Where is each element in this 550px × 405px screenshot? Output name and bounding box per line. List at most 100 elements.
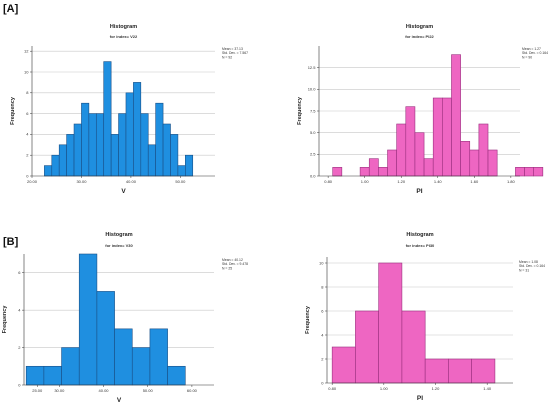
histogram-bar	[442, 97, 452, 177]
stats-line: Std. Dev. = 9.478	[222, 262, 248, 266]
y-tick-label: 5.0	[310, 130, 316, 135]
x-tick-label: 30.00	[76, 179, 87, 184]
histogram-bar	[478, 123, 489, 177]
histogram-bar	[110, 134, 119, 177]
y-tick-label: 4	[321, 332, 324, 337]
histogram-bar	[147, 144, 156, 177]
histogram-bar	[118, 113, 127, 177]
histogram-bar	[378, 167, 388, 177]
histogram-bar	[515, 167, 525, 177]
histogram-bar	[401, 310, 426, 384]
x-tick-label: 50.00	[143, 388, 154, 393]
histogram-bar	[61, 347, 80, 386]
histogram-bar	[185, 154, 194, 177]
histogram-bar	[405, 106, 416, 177]
y-axis-label: Frequency	[305, 305, 311, 334]
x-tick-label: 60.00	[187, 388, 198, 393]
chart-title: Histogram	[110, 24, 137, 30]
histogram-bar	[355, 310, 379, 384]
histogram-bar	[58, 144, 67, 177]
histogram-bar	[103, 61, 112, 177]
histogram-bar	[378, 262, 403, 384]
stats-line: N = 92	[222, 55, 232, 59]
x-tick-label: 1.00	[380, 386, 389, 391]
histogram-bar	[331, 346, 356, 384]
histogram-bar	[332, 167, 343, 177]
y-tick-label: 0	[321, 380, 324, 385]
x-tick-label: 1.80	[507, 179, 516, 184]
x-tick-label: 40.00	[126, 179, 137, 184]
histogram-bar	[25, 365, 45, 386]
histogram-bar	[533, 167, 544, 177]
stats-line: Std. Dev. = 0.164	[522, 51, 548, 55]
x-tick-label: 25.00	[32, 388, 43, 393]
y-tick-label: 12.5	[308, 65, 317, 70]
y-tick-label: 10	[319, 260, 324, 265]
y-tick-label: 6	[26, 111, 29, 116]
chart-subtitle: for index= V22	[110, 34, 138, 39]
histogram-bar	[524, 167, 535, 177]
histogram-bar	[460, 141, 471, 177]
y-tick-label: 10	[24, 69, 29, 74]
stats-line: Mean = 1.08	[519, 260, 538, 264]
histogram-bar	[451, 54, 461, 177]
histogram-bar	[424, 358, 449, 384]
panel-label-a: [A]	[3, 3, 19, 15]
histogram-bar	[167, 365, 186, 386]
histogram-bar	[359, 167, 370, 177]
histogram-bar	[140, 113, 149, 177]
histogram-bar	[73, 123, 82, 177]
y-tick-label: 6	[321, 308, 324, 313]
histogram-bar	[66, 134, 75, 177]
y-tick-label: 4	[26, 132, 29, 137]
histogram-bar	[396, 123, 407, 177]
histogram-bar	[96, 291, 115, 386]
y-axis-label: Frequency	[297, 96, 303, 125]
y-tick-label: 4	[18, 307, 21, 312]
x-tick-label: 1.20	[397, 179, 406, 184]
y-tick-label: 2.5	[310, 152, 316, 157]
y-tick-label: 2	[26, 153, 29, 158]
y-axis-label: Frequency	[10, 96, 16, 125]
histogram-bar	[149, 328, 168, 386]
x-axis-label: PI	[417, 395, 423, 402]
histogram-bar	[177, 165, 186, 177]
histogram-bar	[414, 132, 425, 177]
histogram-a-right: Histogram for index= PI22 Mean = 1.27Std. …	[297, 24, 548, 195]
histogram-bar	[162, 123, 171, 177]
histogram-bar	[170, 134, 179, 177]
histogram-b-left: Histogram for index= V30 Mean = 40.12Std. …	[2, 232, 248, 404]
chart-title: Histogram	[105, 232, 132, 238]
x-axis-label: V	[117, 397, 122, 404]
stats-line: Std. Dev. = 0.164	[519, 264, 545, 268]
stats-line: N = 31	[519, 268, 529, 272]
histogram-bar	[81, 102, 90, 177]
y-tick-label: 8	[26, 90, 29, 95]
y-tick-label: 2	[18, 345, 21, 350]
histogram-bar	[131, 347, 151, 386]
histogram-bar	[95, 113, 105, 177]
x-tick-label: 0.80	[324, 179, 333, 184]
histogram-bar	[44, 165, 53, 177]
stats-line: N = 25	[222, 266, 232, 270]
y-tick-label: 2	[321, 356, 324, 361]
y-tick-label: 0	[18, 382, 21, 387]
histogram-bar	[471, 358, 496, 384]
x-tick-label: 1.60	[470, 179, 479, 184]
histogram-bar	[114, 328, 133, 386]
y-tick-label: 0	[26, 173, 29, 178]
y-axis-label: Frequency	[2, 305, 8, 334]
panel-label-b: [B]	[3, 236, 19, 248]
histogram-bar	[155, 102, 164, 177]
histogram-bar	[88, 113, 97, 177]
y-tick-label: 10.0	[308, 87, 317, 92]
y-tick-label: 8	[321, 284, 324, 289]
y-tick-label: 0.0	[310, 173, 316, 178]
x-tick-label: 20.00	[27, 179, 38, 184]
x-tick-label: 1.40	[434, 179, 443, 184]
x-tick-label: 40.00	[99, 388, 110, 393]
histogram-bar	[51, 154, 60, 177]
stats-line: Mean = 1.27	[522, 47, 541, 51]
histogram-bar	[432, 97, 443, 177]
histogram-bar	[368, 158, 379, 177]
